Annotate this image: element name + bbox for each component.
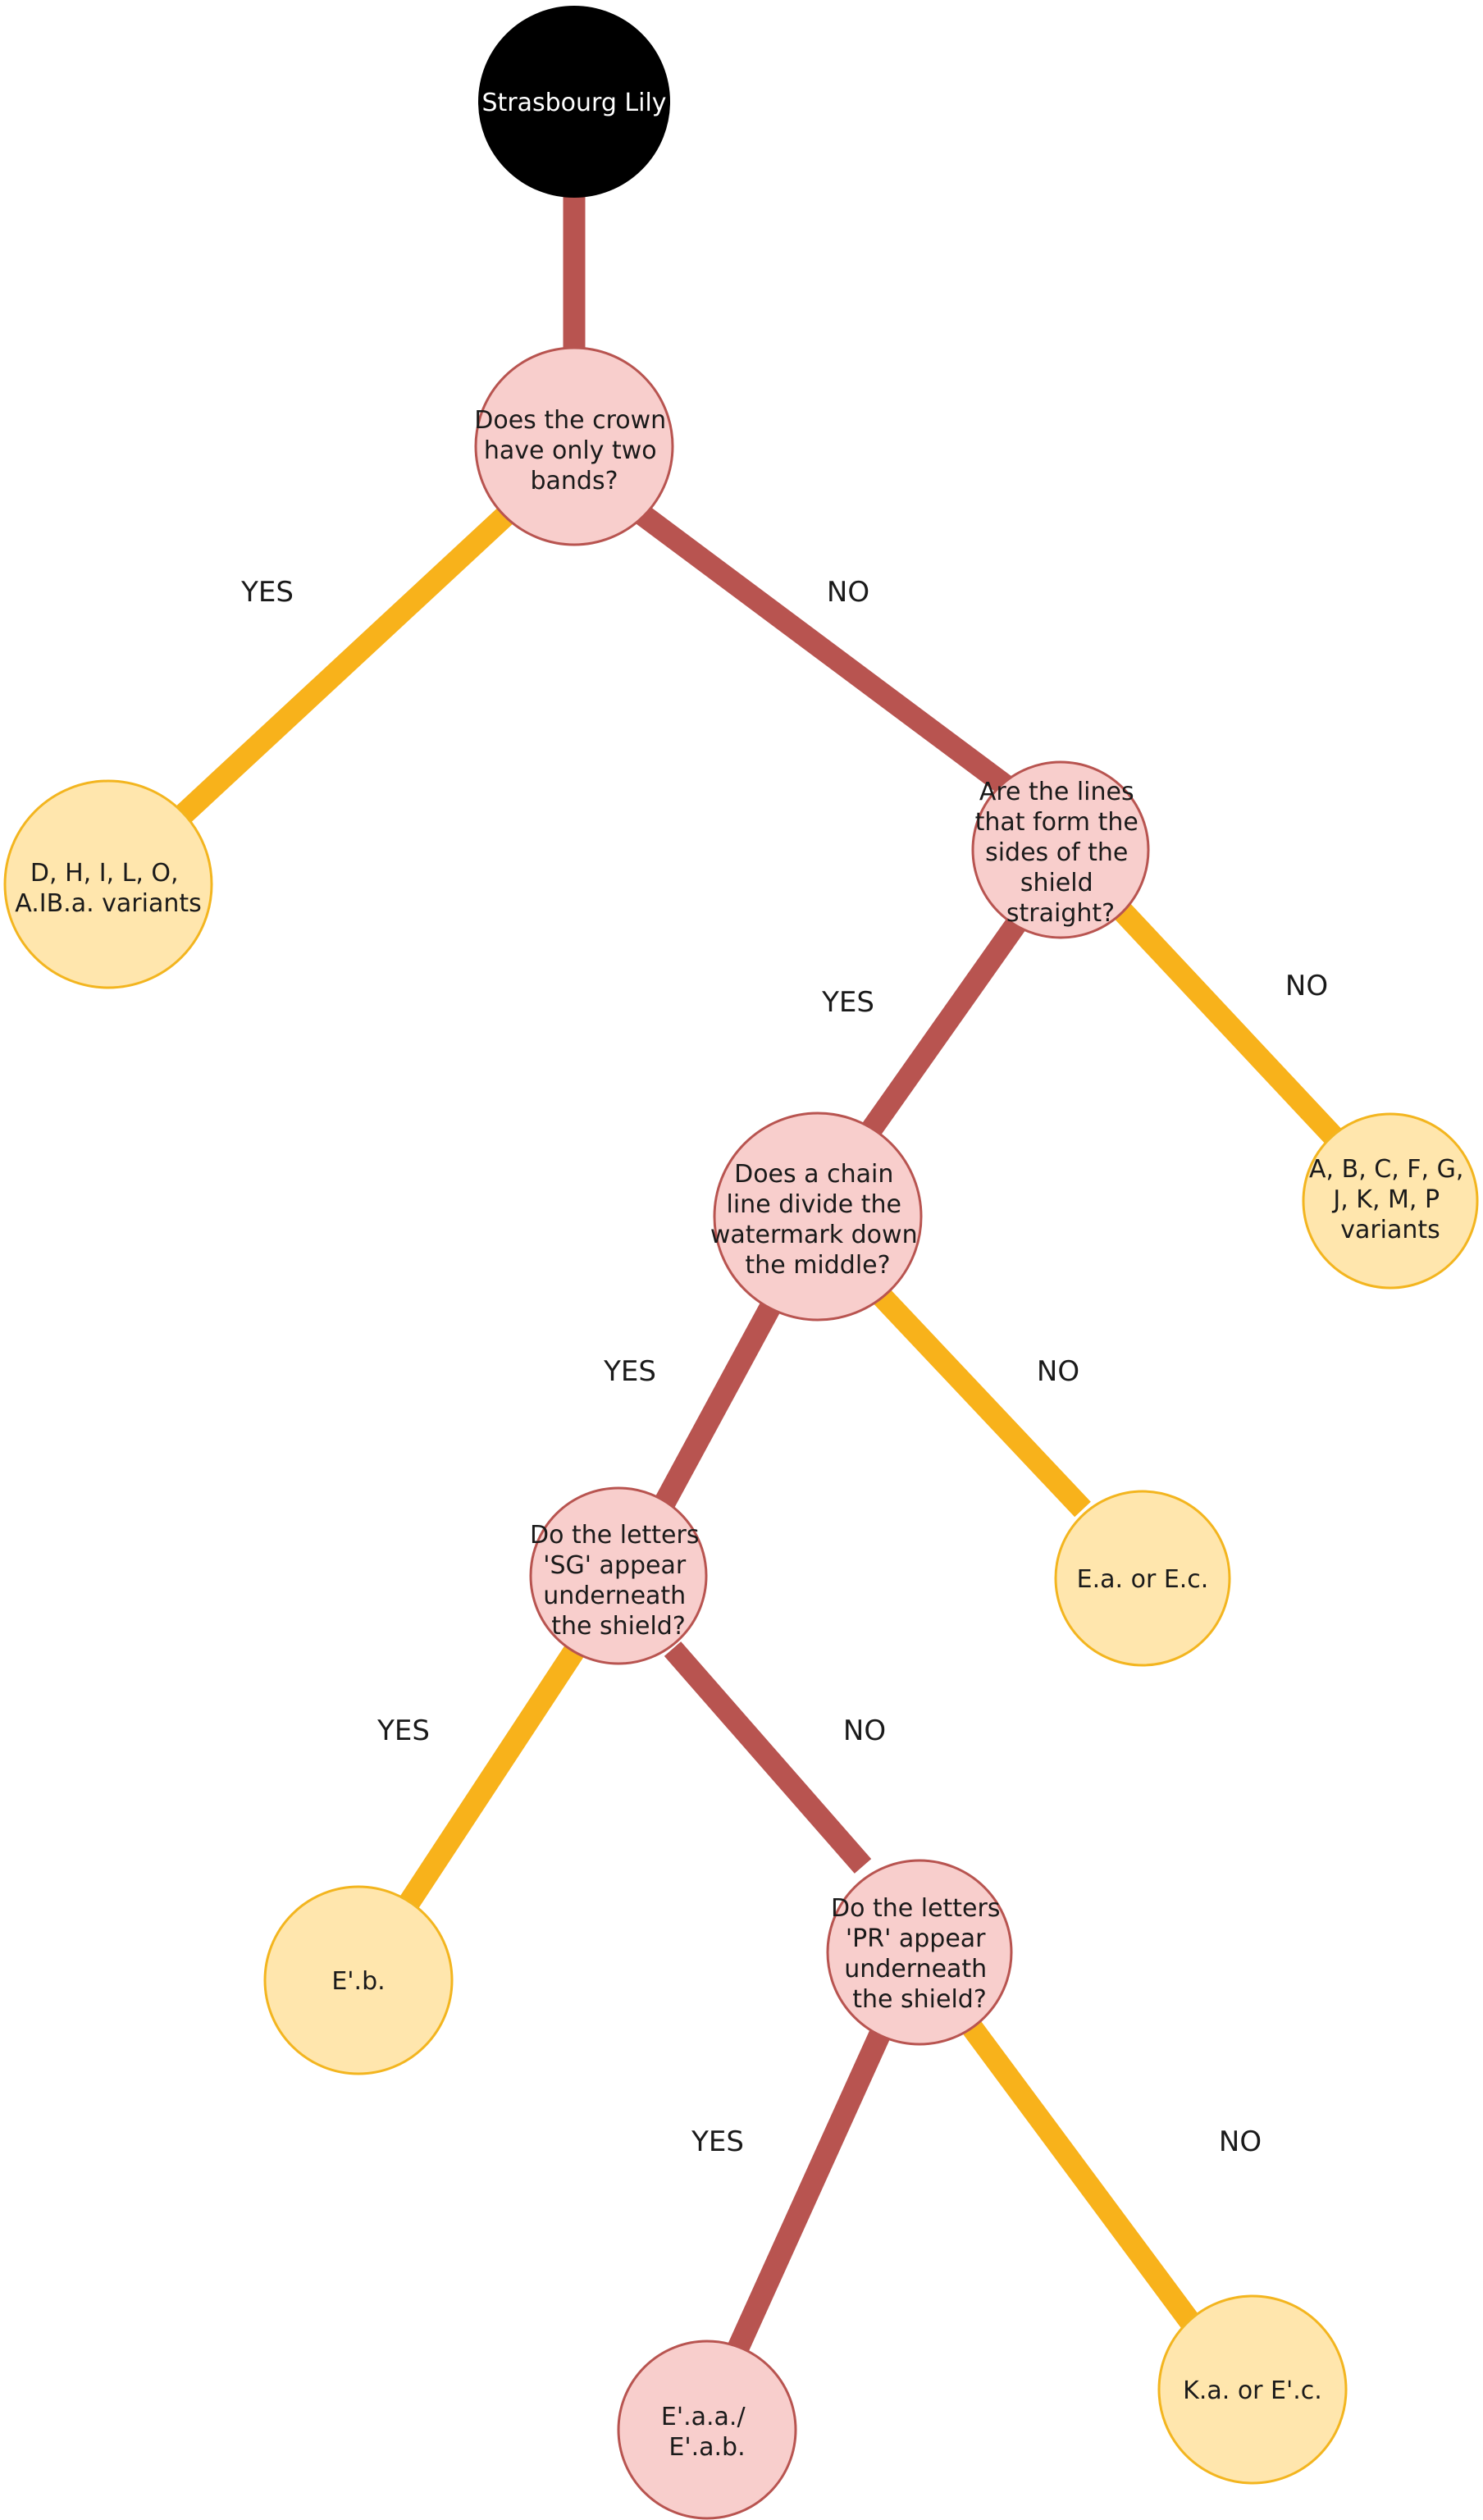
question-node-crown-bands: Does the crown have only two bands? <box>474 346 674 546</box>
root-node-label: Strasbourg Lily <box>481 89 666 117</box>
edge-q1-q2-no <box>632 504 1012 794</box>
edge-q1-r1-yes <box>171 504 517 827</box>
edge-q5-r5-yes <box>728 2025 892 2353</box>
edge-label-q5-yes: YES <box>691 2125 744 2158</box>
result-node-ka-ec: K.a. or E'.c. <box>1157 2294 1348 2485</box>
result-node-eaa-eab: E'.a.a./ E'.a.b. <box>617 2340 797 2520</box>
edge-label-q3-yes: YES <box>603 1355 656 1388</box>
question-node-shield-sides-text: Are the lines that form the sides of the… <box>975 778 1147 928</box>
question-node-crown-bands-text: Does the crown have only two bands? <box>474 406 673 495</box>
question-node-sg-letters: Do the letters 'SG' appear underneath th… <box>529 1486 708 1665</box>
edge-label-q3-no: NO <box>1037 1355 1079 1388</box>
edge-label-q2-yes: YES <box>821 986 874 1019</box>
edge-q4-q5-no <box>664 1641 872 1874</box>
edge-q4-r4-yes <box>396 1645 584 1914</box>
question-node-shield-sides: Are the lines that form the sides of the… <box>971 760 1150 939</box>
edge-label-q4-yes: YES <box>376 1714 430 1747</box>
root-node: Strasbourg Lily <box>478 6 670 198</box>
result-node-eaa-eab-text: E'.a.a./ E'.a.b. <box>661 2403 753 2462</box>
edge-label-q1-no: NO <box>827 576 869 609</box>
question-node-chain-line-text: Does a chain line divide the watermark d… <box>710 1160 925 1280</box>
edge-q2-r2-no <box>1110 898 1345 1148</box>
edge-label-q2-no: NO <box>1285 970 1328 1002</box>
edge-q3-q4-yes <box>642 1300 781 1532</box>
result-node-eb-text: E'.b. <box>331 1967 385 1996</box>
edge-q3-r3-no <box>869 1284 1091 1518</box>
result-node-a-b-c-variants-text: A, B, C, F, G, J, K, M, P variants <box>1309 1155 1472 1244</box>
edge-label-q1-yes: YES <box>240 576 294 609</box>
result-node-ka-ec-text: K.a. or E'.c. <box>1183 2376 1322 2405</box>
edge-q5-r6-no <box>959 2015 1201 2331</box>
edge-q2-q3-yes <box>858 916 1027 1141</box>
result-node-d-h-i-l-o-text: D, H, I, L, O, A.IB.a. variants <box>15 859 202 918</box>
question-node-sg-letters-text: Do the letters 'SG' appear underneath th… <box>530 1521 707 1641</box>
question-node-chain-line: Does a chain line divide the watermark d… <box>710 1112 925 1322</box>
edge-label-q4-no: NO <box>843 1714 886 1747</box>
question-node-pr-letters: Do the letters 'PR' appear underneath th… <box>826 1859 1013 2046</box>
edge-label-q5-no: NO <box>1219 2125 1262 2158</box>
result-node-ea-ec-text: E.a. or E.c. <box>1077 1565 1209 1594</box>
result-node-eb: E'.b. <box>263 1885 454 2075</box>
question-node-pr-letters-text: Do the letters 'PR' appear underneath th… <box>831 1894 1008 2014</box>
result-node-a-b-c-variants: A, B, C, F, G, J, K, M, P variants <box>1302 1112 1479 1290</box>
result-node-d-h-i-l-o: D, H, I, L, O, A.IB.a. variants <box>3 779 213 989</box>
result-node-ea-ec: E.a. or E.c. <box>1054 1490 1231 1667</box>
